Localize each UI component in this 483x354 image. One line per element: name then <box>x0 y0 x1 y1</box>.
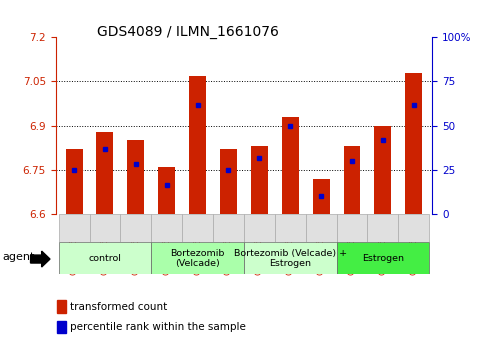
FancyBboxPatch shape <box>182 214 213 242</box>
Text: Bortezomib
(Velcade): Bortezomib (Velcade) <box>170 249 225 268</box>
Bar <box>158 167 175 214</box>
Text: control: control <box>88 254 121 263</box>
Bar <box>66 149 83 214</box>
FancyBboxPatch shape <box>337 214 368 242</box>
Bar <box>251 146 268 214</box>
Bar <box>313 179 329 214</box>
FancyBboxPatch shape <box>398 214 429 242</box>
Bar <box>97 132 114 214</box>
Text: percentile rank within the sample: percentile rank within the sample <box>71 322 246 332</box>
FancyBboxPatch shape <box>244 214 275 242</box>
FancyBboxPatch shape <box>58 214 89 242</box>
Bar <box>57 320 66 333</box>
Text: transformed count: transformed count <box>71 302 168 312</box>
Text: GDS4089 / ILMN_1661076: GDS4089 / ILMN_1661076 <box>97 25 279 39</box>
FancyBboxPatch shape <box>275 214 306 242</box>
Bar <box>128 141 144 214</box>
FancyBboxPatch shape <box>151 214 182 242</box>
FancyBboxPatch shape <box>306 214 337 242</box>
FancyBboxPatch shape <box>151 242 244 274</box>
FancyBboxPatch shape <box>120 214 151 242</box>
Bar <box>343 146 360 214</box>
Bar <box>282 117 298 214</box>
Bar <box>189 75 206 214</box>
FancyBboxPatch shape <box>213 214 244 242</box>
FancyBboxPatch shape <box>58 242 151 274</box>
Bar <box>220 149 237 214</box>
Text: Bortezomib (Velcade) +
Estrogen: Bortezomib (Velcade) + Estrogen <box>234 249 347 268</box>
FancyBboxPatch shape <box>244 242 337 274</box>
FancyBboxPatch shape <box>368 214 398 242</box>
Bar <box>374 126 391 214</box>
Bar <box>405 73 422 214</box>
Text: agent: agent <box>3 252 35 262</box>
FancyBboxPatch shape <box>337 242 429 274</box>
FancyBboxPatch shape <box>89 214 120 242</box>
Text: Estrogen: Estrogen <box>362 254 404 263</box>
FancyArrow shape <box>30 251 50 267</box>
Bar <box>57 300 66 313</box>
